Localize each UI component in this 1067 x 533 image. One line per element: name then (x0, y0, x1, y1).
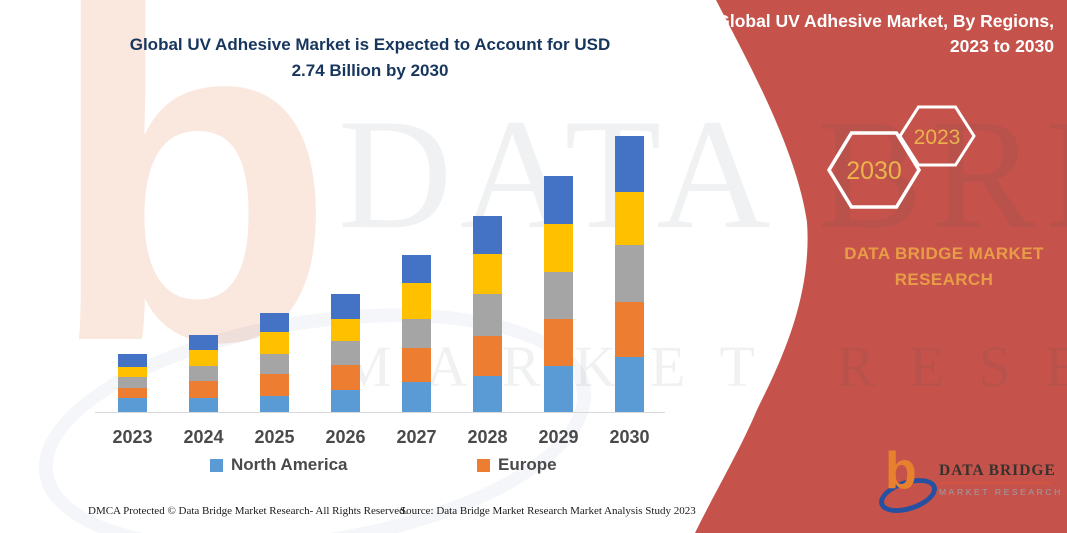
hexagon-2030-label: 2030 (846, 157, 902, 185)
legend-label-north-america: North America (231, 455, 348, 474)
bar-segment-2028-unlabeled-yellow (473, 254, 502, 294)
x-axis-label-2023: 2023 (112, 427, 153, 447)
legend-item-europe: Europe (477, 455, 557, 475)
bar-segment-2029-unlabeled-gray (544, 271, 573, 319)
bar-segment-2030-unlabeled-dark-blue (615, 136, 644, 192)
brand-wordmark: DATA BRIDGE MARKET RESEARCH (828, 241, 1060, 292)
bar-segment-2024-North America (189, 397, 218, 413)
bar-segment-2026-unlabeled-yellow (331, 318, 360, 341)
legend-item-north-america: North America (210, 455, 348, 475)
bar-segment-2023-North America (118, 398, 147, 413)
bar-segment-2027-unlabeled-gray (402, 319, 431, 348)
bar-segment-2027-North America (402, 381, 431, 413)
x-axis-label-2029: 2029 (538, 427, 579, 447)
bar-segment-2024-Europe (189, 381, 218, 398)
bar-segment-2023-unlabeled-dark-blue (118, 354, 147, 367)
bar-segment-2023-unlabeled-gray (118, 377, 147, 388)
x-axis-label-2027: 2027 (396, 427, 437, 447)
logo-underline (939, 482, 1051, 484)
bar-segment-2029-North America (544, 366, 573, 413)
logo-b-icon: b (885, 442, 917, 500)
bar-segment-2028-unlabeled-dark-blue (473, 216, 502, 254)
logo-name: DATA BRIDGE (939, 462, 1056, 479)
legend-label-europe: Europe (498, 455, 557, 474)
bar-plot (0, 135, 1067, 413)
bar-segment-2026-North America (331, 389, 360, 413)
bar-segment-2023-unlabeled-yellow (118, 366, 147, 377)
banner-heading-line2: 2023 to 2030 (949, 35, 1054, 56)
bar-segment-2027-unlabeled-yellow (402, 283, 431, 319)
legend-swatch-north-america (210, 458, 223, 472)
bar-segment-2026-unlabeled-dark-blue (331, 294, 360, 319)
databridge-logo: b DATA BRIDGE MARKET RESEARCH (874, 445, 1063, 523)
hexagon-2023 (898, 105, 976, 167)
bar-segment-2027-unlabeled-dark-blue (402, 254, 431, 283)
bar-segment-2030-North America (615, 357, 644, 413)
x-axis-label-2028: 2028 (467, 427, 508, 447)
chart-title: Global UV Adhesive Market is Expected to… (95, 32, 645, 85)
bar-segment-2027-Europe (402, 348, 431, 382)
bar-segment-2028-unlabeled-gray (473, 294, 502, 336)
watermark-text-databridge: DATA BRIDGE (338, 87, 1067, 262)
x-axis-label-2024: 2024 (183, 427, 224, 447)
bar-segment-2029-Europe (544, 319, 573, 366)
x-axis-label-2025: 2025 (254, 427, 295, 447)
bar-segment-2029-unlabeled-dark-blue (544, 176, 573, 224)
bar-segment-2030-unlabeled-gray (615, 245, 644, 302)
bar-segment-2025-unlabeled-yellow (260, 332, 289, 354)
x-axis-label-2030: 2030 (609, 427, 650, 447)
chart-title-line1: Global UV Adhesive Market is Expected to… (129, 35, 611, 54)
watermark-text-marketresearch: MARKET RESEARCH (340, 334, 1067, 399)
bar-segment-2030-unlabeled-yellow (615, 191, 644, 245)
brand-line1: DATA BRIDGE MARKET (844, 244, 1044, 263)
legend-swatch-europe (477, 458, 490, 472)
hexagon-2030 (826, 131, 922, 209)
bar-segment-2028-Europe (473, 336, 502, 376)
logo-subtitle: MARKET RESEARCH (939, 487, 1063, 497)
bar-segment-2023-Europe (118, 387, 147, 398)
bar-segment-2029-unlabeled-yellow (544, 224, 573, 272)
bar-segment-2026-Europe (331, 365, 360, 390)
bar-segment-2024-unlabeled-gray (189, 365, 218, 381)
bar-segment-2025-unlabeled-dark-blue (260, 313, 289, 332)
x-axis-line (95, 412, 665, 413)
bar-segment-2025-Europe (260, 373, 289, 396)
bar-segment-2025-North America (260, 396, 289, 413)
hexagon-2023-label: 2023 (914, 126, 961, 149)
banner-heading-line1: Global UV Adhesive Market, By Regions, (716, 11, 1054, 31)
footer-source: Source: Data Bridge Market Research Mark… (400, 505, 696, 517)
bar-segment-2026-unlabeled-gray (331, 341, 360, 365)
x-axis-label-2026: 2026 (325, 427, 366, 447)
bar-segment-2030-Europe (615, 301, 644, 357)
bar-segment-2024-unlabeled-yellow (189, 350, 218, 366)
bar-segment-2025-unlabeled-gray (260, 353, 289, 374)
footer-dmca: DMCA Protected © Data Bridge Market Rese… (88, 505, 408, 517)
chart-title-line2: 2.74 Billion by 2030 (291, 61, 449, 81)
bar-segment-2024-unlabeled-dark-blue (189, 335, 218, 350)
bar-segment-2028-North America (473, 376, 502, 413)
banner-heading: Global UV Adhesive Market, By Regions, 2… (634, 9, 1054, 59)
brand-line2: RESEARCH (894, 269, 994, 289)
